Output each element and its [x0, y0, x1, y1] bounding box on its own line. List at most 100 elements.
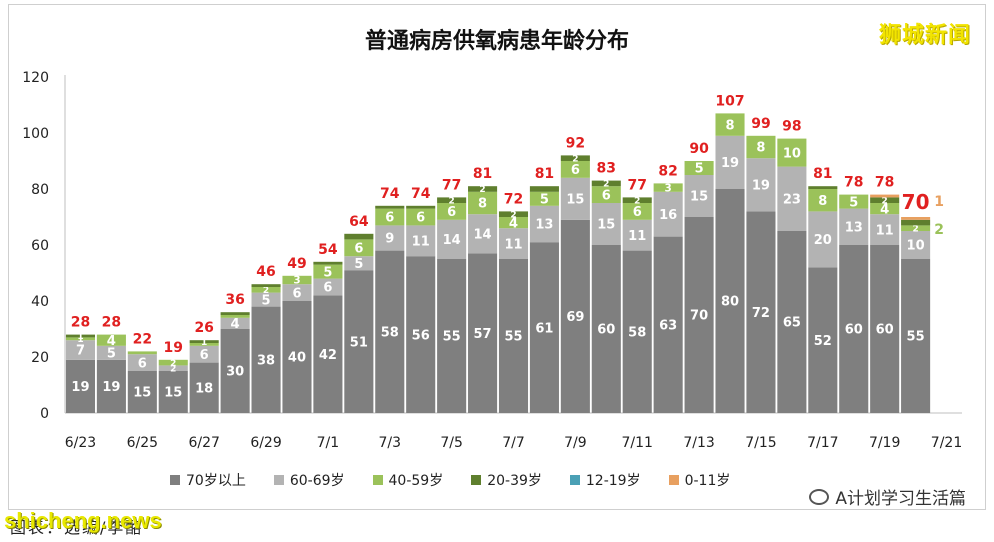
bar-segment [468, 191, 498, 215]
bar-segment [437, 203, 467, 220]
x-tick-label: 7/3 [379, 435, 402, 451]
segment-label: 2 [603, 180, 609, 190]
bar-segment [653, 191, 683, 237]
bar-segment [406, 225, 436, 257]
segment-label: 14 [474, 227, 492, 242]
segment-label: 1 [77, 335, 83, 345]
legend-swatch [273, 475, 284, 485]
total-label: 46 [256, 264, 275, 280]
total-label: 70 [902, 190, 930, 214]
legend: 70岁以上 60-69岁 40-59岁 20-39岁 12-19岁 0-11岁 [170, 470, 730, 490]
x-tick-label: 6/29 [250, 435, 281, 451]
bar-segment [251, 287, 281, 293]
segment-label: 2 [263, 286, 269, 296]
bar-segment [313, 278, 343, 296]
segment-label: 60 [876, 323, 894, 338]
segment-label: 70 [690, 309, 708, 324]
bar-segment [406, 256, 436, 413]
bar-segment [901, 231, 931, 259]
bar-segment [746, 158, 776, 212]
bar-segment [529, 186, 559, 192]
segment-label: 5 [262, 293, 271, 308]
y-tick-label: 60 [31, 238, 49, 254]
segment-label: 2 [170, 364, 176, 374]
segment-label: 63 [659, 318, 677, 333]
total-label: 28 [102, 315, 121, 331]
segment-label: 3 [293, 275, 300, 287]
legend-item: 0-11岁 [668, 470, 730, 490]
bar-segment [498, 211, 529, 217]
bar-segment [622, 250, 652, 413]
total-label: 82 [658, 163, 677, 179]
bar-segment [870, 245, 900, 413]
bar-segment [313, 264, 343, 279]
x-tick-label: 6/27 [188, 435, 219, 451]
bar-segment [870, 197, 900, 203]
segment-label: 6 [292, 286, 301, 301]
segment-label: 2 [912, 224, 918, 234]
bar-segment [498, 217, 529, 229]
total-label: 74 [411, 186, 431, 202]
bar-segment [529, 242, 559, 413]
chart-title: 普通病房供氧病患年龄分布 [364, 29, 629, 54]
segment-label: 4 [509, 216, 518, 231]
segment-label: 52 [814, 334, 832, 349]
bar-segment [189, 343, 219, 346]
bar-segment [189, 345, 219, 363]
segment-label: 6 [633, 205, 642, 220]
legend-item: 12-19岁 [569, 470, 641, 490]
bar-segment [901, 225, 931, 231]
bar-segment [870, 203, 900, 215]
bar-segment [529, 205, 559, 243]
segment-label: 15 [164, 386, 182, 401]
legend-swatch [569, 475, 580, 485]
bar-segment [96, 359, 126, 413]
bar-segment [808, 211, 838, 268]
bar-segment [839, 208, 869, 245]
bar-segment [96, 345, 126, 360]
legend-label: 12-19岁 [585, 473, 641, 489]
bar-segment [282, 284, 312, 301]
segment-label: 61 [535, 321, 553, 336]
x-tick-label: 7/19 [869, 435, 900, 451]
bar-segment [839, 194, 869, 209]
bar-segment [468, 253, 498, 413]
segment-label: 2 [510, 210, 516, 220]
segment-label: 2 [882, 196, 888, 206]
segment-label: 30 [226, 365, 244, 380]
segment-label: 15 [133, 386, 151, 401]
wechat-credit: A计划学习生活篇 [809, 484, 966, 509]
bar-segment [622, 219, 652, 251]
segment-label: 4 [231, 317, 240, 332]
bar-segment [127, 354, 157, 371]
bar-segment [406, 208, 436, 226]
segment-label: 55 [907, 330, 925, 345]
x-tick-label: 6/23 [65, 435, 96, 451]
bar-segment [282, 301, 312, 413]
bar-segment [653, 183, 683, 192]
x-tick-label: 7/13 [683, 435, 714, 451]
bar-segment [344, 233, 374, 240]
y-tick-label: 80 [31, 182, 49, 198]
bar-segment [437, 219, 467, 259]
legend-label: 70岁以上 [186, 473, 246, 489]
legend-item: 70岁以上 [170, 470, 246, 490]
bar-segment [684, 161, 714, 175]
side-annotation-top: 1 [934, 194, 944, 210]
bar-segment [498, 228, 529, 259]
bar-segment [468, 214, 498, 254]
bar-segment [189, 340, 219, 343]
total-label: 19 [164, 340, 183, 356]
bar-segment [313, 261, 343, 265]
total-label: 98 [782, 119, 801, 135]
bar-segment [375, 225, 405, 251]
segment-label: 5 [695, 162, 704, 177]
segment-label: 11 [504, 237, 522, 252]
bar-segment [684, 175, 714, 217]
bar-segment [715, 135, 745, 189]
bar-segment [498, 259, 529, 413]
total-label: 107 [715, 93, 744, 109]
segment-label: 19 [102, 380, 120, 395]
total-label: 83 [597, 161, 616, 177]
bar-segment [375, 208, 405, 226]
